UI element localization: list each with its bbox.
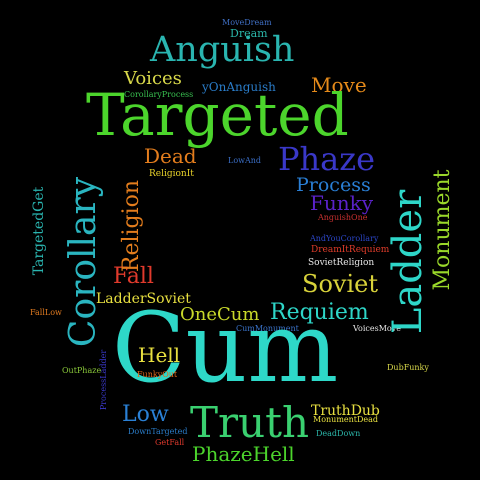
word-targeted: Targeted <box>86 81 349 149</box>
word-monument: Monument <box>430 169 455 291</box>
word-soviet: Soviet <box>302 270 378 298</box>
word-lowand: LowAnd <box>228 156 262 165</box>
word-andyoucorollary: AndYouCorollary <box>310 234 379 243</box>
word-ladder: Ladder <box>385 189 431 335</box>
word-truthdub: TruthDub <box>311 403 380 419</box>
word-dead: Dead <box>144 144 197 168</box>
word-low: Low <box>122 402 169 427</box>
word-laddersoviet: LadderSoviet <box>96 291 191 307</box>
word-phazehell: PhazeHell <box>192 442 295 466</box>
word-processladder: ProcessLadder <box>99 349 108 411</box>
word-requiem: Requiem <box>270 300 369 325</box>
word-process: Process <box>296 174 371 196</box>
word-getfall: GetFall <box>155 438 185 447</box>
word-voices: Voices <box>124 68 182 89</box>
word-corollaryprocess: CorollaryProcess <box>124 90 194 99</box>
word-anguishone: AnguishOne <box>318 213 368 222</box>
word-cummonument: CumMonument <box>236 324 299 333</box>
word-corollary: Corollary <box>63 176 104 348</box>
word-voicesmove: VoicesMove <box>353 324 401 333</box>
word-outphaze: OutPhaze <box>62 366 102 375</box>
word-sovietreligion: SovietReligion <box>308 258 375 268</box>
word-falllow: FallLow <box>30 308 62 317</box>
word-religionit: ReligionIt <box>149 169 194 179</box>
word-hell: Hell <box>138 343 181 367</box>
word-onecum: OneCum <box>180 304 260 325</box>
word-yonanguish: yOnAnguish <box>202 80 276 94</box>
word-deaddown: DeadDown <box>316 429 361 438</box>
word-targetedget: TargetedGet <box>31 186 47 276</box>
word-religion: Religion <box>119 179 144 273</box>
word-cum: Cum <box>112 292 339 404</box>
word-dreamitrequiem: DreamItRequiem <box>311 245 390 255</box>
word-dream: Dream <box>230 27 268 40</box>
word-phaze: Phaze <box>278 140 376 178</box>
word-dubfunky: DubFunky <box>387 363 429 372</box>
word-move: Move <box>311 73 367 97</box>
word-monumentdead: MonumentDead <box>313 415 379 424</box>
word-fall: Fall <box>113 264 154 289</box>
word-funky: Funky <box>310 191 374 215</box>
word-anguish: Anguish <box>150 30 295 70</box>
word-downtargeted: DownTargeted <box>128 427 188 436</box>
word-movedream: MoveDream <box>222 18 272 27</box>
word-funkyout: FunkyOut <box>137 370 178 379</box>
word-truth: Truth <box>190 398 310 447</box>
